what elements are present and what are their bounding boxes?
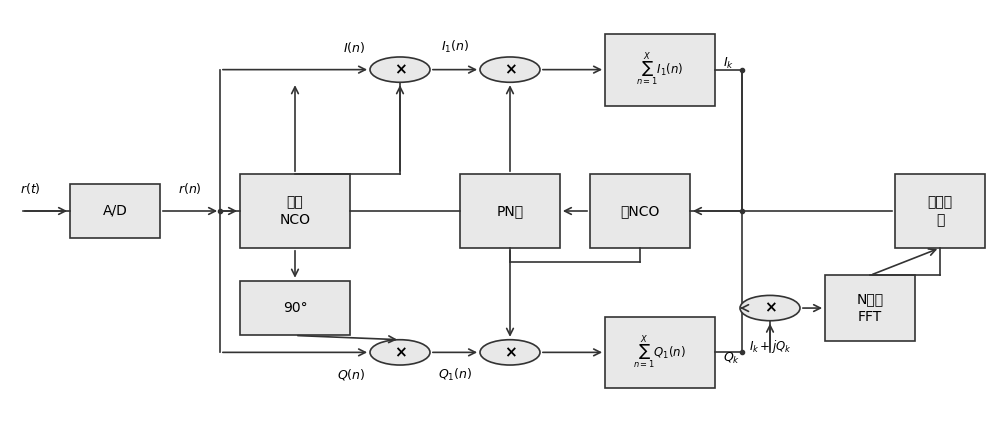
Text: N点复
FFT: N点复 FFT xyxy=(856,292,884,324)
Circle shape xyxy=(370,57,430,82)
Bar xyxy=(590,174,690,248)
Bar xyxy=(70,184,160,238)
Text: $r(n)$: $r(n)$ xyxy=(178,181,202,196)
Text: A/D: A/D xyxy=(103,204,127,218)
Circle shape xyxy=(480,340,540,365)
Text: $I_k + jQ_k$: $I_k + jQ_k$ xyxy=(749,338,791,354)
Text: 码NCO: 码NCO xyxy=(620,204,660,218)
Text: $I_k$: $I_k$ xyxy=(723,56,734,71)
Bar xyxy=(240,281,350,335)
Text: $I(n)$: $I(n)$ xyxy=(343,40,365,55)
Text: ×: × xyxy=(764,300,776,316)
Circle shape xyxy=(740,295,800,321)
Text: $Q_1(n)$: $Q_1(n)$ xyxy=(438,367,472,383)
Circle shape xyxy=(480,57,540,82)
Text: ×: × xyxy=(504,345,516,360)
Text: 判决门
限: 判决门 限 xyxy=(927,195,953,227)
Bar xyxy=(460,174,560,248)
Text: $r(t)$: $r(t)$ xyxy=(20,181,41,196)
Text: $\sum_{n=1}^{X}Q_1(n)$: $\sum_{n=1}^{X}Q_1(n)$ xyxy=(633,334,687,371)
Bar xyxy=(825,275,915,341)
Text: $\sum_{n=1}^{X}I_1(n)$: $\sum_{n=1}^{X}I_1(n)$ xyxy=(636,51,684,88)
Text: $I_1(n)$: $I_1(n)$ xyxy=(441,39,469,55)
Text: PN码: PN码 xyxy=(496,204,524,218)
Text: $Q(n)$: $Q(n)$ xyxy=(337,367,365,382)
Bar xyxy=(605,316,715,388)
Text: 载波
NCO: 载波 NCO xyxy=(280,195,310,227)
Text: 90°: 90° xyxy=(283,301,307,315)
Text: ×: × xyxy=(504,62,516,77)
Text: ×: × xyxy=(394,62,406,77)
Circle shape xyxy=(370,340,430,365)
Text: $Q_k$: $Q_k$ xyxy=(723,351,740,366)
Text: ×: × xyxy=(394,345,406,360)
Bar xyxy=(895,174,985,248)
Bar xyxy=(240,174,350,248)
Bar xyxy=(605,34,715,106)
